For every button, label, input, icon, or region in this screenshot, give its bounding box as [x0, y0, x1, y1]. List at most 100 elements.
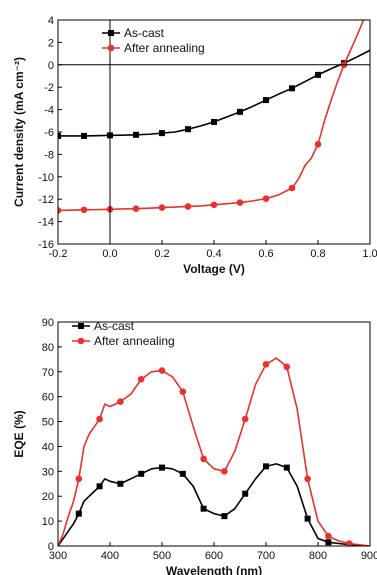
eqe-legend-marker-as-cast: [78, 323, 84, 329]
eqe-series-as-cast-point: [263, 463, 269, 470]
jv-chart: -0.2 0.0 0.2 0.4 0.6 0.8 1.0 4 2 0 -2 -4 -6 -8 -10 -12…: [12, 15, 377, 276]
eqe-y-tick-label: 80: [42, 342, 54, 354]
jv-series-after-annealing-point: [80, 206, 88, 214]
eqe-x-ticks: 300 400 500 600 700 800 900: [49, 542, 377, 562]
jv-y-tick-label: -10: [38, 172, 54, 184]
jv-series-after-annealing-point: [184, 203, 192, 210]
jv-legend-marker-as-cast: [108, 30, 114, 36]
eqe-series-after-annealing-point: [262, 361, 270, 368]
jv-y-tick-label: 0: [48, 60, 54, 72]
eqe-plot-frame: [57, 321, 371, 547]
eqe-x-tick-label: 800: [309, 550, 327, 562]
eqe-series-layer: [58, 357, 370, 546]
jv-legend-label-as-cast: As-cast: [124, 26, 165, 40]
eqe-series-as-cast-point: [325, 539, 332, 546]
eqe-y-tick-label: 10: [42, 516, 54, 528]
jv-series-after-annealing-point: [158, 204, 166, 211]
eqe-legend-marker-after-annealing: [77, 337, 85, 345]
eqe-y-ticks: 90 80 70 60 50 40 30 20 10 0: [42, 317, 62, 553]
eqe-x-tick-label: 600: [205, 550, 223, 562]
eqe-series-as-cast-point: [96, 483, 103, 490]
jv-series-after-annealing-point: [132, 205, 140, 213]
jv-legend: As-cast After annealing: [102, 26, 205, 55]
eqe-series-as-cast-point: [117, 480, 124, 487]
jv-x-tick-label: 1.0: [362, 248, 377, 260]
eqe-series-after-annealing-line: [58, 357, 370, 546]
eqe-y-axis-label: EQE (%): [12, 410, 26, 457]
jv-y-tick-label: 2: [48, 37, 54, 49]
eqe-series-after-annealing-point: [241, 415, 249, 423]
jv-plot-frame: [57, 19, 371, 245]
eqe-series-after-annealing-point: [345, 540, 353, 546]
jv-x-tick-label: 0.0: [102, 248, 117, 260]
jv-y-tick-label: -14: [38, 217, 54, 229]
jv-series-after-annealing-point: [314, 141, 322, 148]
eqe-series-as-cast-point: [159, 464, 165, 471]
jv-series-as-cast-point: [263, 97, 269, 104]
eqe-x-axis-label: Wavelength (nm): [166, 564, 262, 575]
eqe-series-after-annealing-point: [75, 475, 83, 483]
jv-series-as-cast-point: [159, 130, 165, 137]
jv-series-as-cast-point: [289, 85, 295, 92]
jv-y-tick-label: -16: [38, 239, 54, 251]
jv-y-tick-label: -4: [44, 105, 54, 117]
eqe-x-tick-label: 300: [49, 550, 67, 562]
jv-legend-item-after-annealing: After annealing: [102, 41, 205, 55]
jv-series-after-annealing-point: [210, 201, 218, 209]
eqe-series-after-annealing-point: [325, 532, 332, 540]
jv-legend-item-as-cast: As-cast: [102, 26, 165, 40]
eqe-x-tick-label: 900: [361, 550, 377, 562]
eqe-series-as-cast-point: [200, 505, 207, 512]
jv-y-tick-label: -12: [38, 194, 54, 206]
jv-series-as-cast-point: [81, 132, 87, 139]
jv-x-tick-label: 0.4: [206, 248, 221, 260]
eqe-legend-label-as-cast: As-cast: [94, 319, 135, 333]
jv-x-tick-label: -0.2: [49, 248, 68, 260]
jv-series-as-cast-point: [211, 118, 217, 125]
eqe-chart: 300 400 500 600 700 800 900 90 80 70 60 50 40 30 20 10…: [12, 317, 377, 575]
eqe-y-tick-label: 90: [42, 317, 54, 329]
eqe-series-as-cast-point: [283, 464, 290, 471]
eqe-y-tick-label: 30: [42, 466, 54, 478]
eqe-y-tick-label: 70: [42, 367, 54, 379]
jv-series-as-cast-point: [58, 132, 61, 139]
eqe-legend-item-after-annealing: After annealing: [72, 334, 175, 348]
eqe-series-after-annealing-point: [137, 375, 145, 383]
eqe-series-after-annealing-point: [283, 363, 291, 371]
eqe-legend: As-cast After annealing: [72, 319, 175, 348]
jv-series-as-cast-markers: [58, 60, 347, 139]
eqe-series-after-annealing-point: [96, 415, 103, 423]
eqe-y-tick-label: 50: [42, 417, 54, 429]
jv-series-as-cast-point: [185, 126, 191, 133]
jv-series-after-annealing-point: [236, 199, 244, 206]
eqe-series-after-annealing-point: [179, 388, 187, 395]
jv-x-axis-label: Voltage (V): [183, 262, 245, 276]
eqe-y-tick-label: 40: [42, 441, 54, 453]
jv-series-as-cast-point: [237, 108, 243, 115]
eqe-series-after-annealing-point: [117, 398, 124, 405]
eqe-series-as-cast-markers: [75, 463, 353, 546]
eqe-y-tick-label: 20: [42, 491, 54, 503]
jv-series-after-annealing-markers: [58, 61, 348, 214]
eqe-series-as-cast-point: [75, 510, 82, 517]
eqe-series-after-annealing-markers: [75, 361, 353, 546]
jv-series-after-annealing-point: [58, 207, 62, 214]
eqe-x-tick-label: 700: [257, 550, 275, 562]
jv-y-tick-label: -8: [44, 149, 54, 161]
eqe-series-as-cast-point: [221, 513, 228, 520]
jv-series-after-annealing-point: [262, 195, 270, 202]
eqe-legend-label-after-annealing: After annealing: [94, 334, 175, 348]
jv-series-layer: [58, 20, 370, 214]
eqe-x-tick-label: 500: [153, 550, 171, 562]
eqe-series-after-annealing-point: [200, 455, 207, 463]
jv-y-tick-label: -6: [44, 127, 54, 139]
jv-zero-lines: [58, 20, 370, 244]
eqe-series-as-cast-point: [304, 515, 311, 522]
jv-legend-marker-after-annealing: [107, 44, 115, 52]
eqe-series-as-cast-line: [58, 463, 370, 546]
jv-legend-label-after-annealing: After annealing: [124, 41, 205, 55]
jv-y-ticks: 4 2 0 -2 -4 -6 -8 -10 -12 -14 -16: [38, 15, 62, 251]
eqe-x-tick-label: 400: [101, 550, 119, 562]
jv-x-ticks: -0.2 0.0 0.2 0.4 0.6 0.8 1.0: [49, 240, 377, 260]
